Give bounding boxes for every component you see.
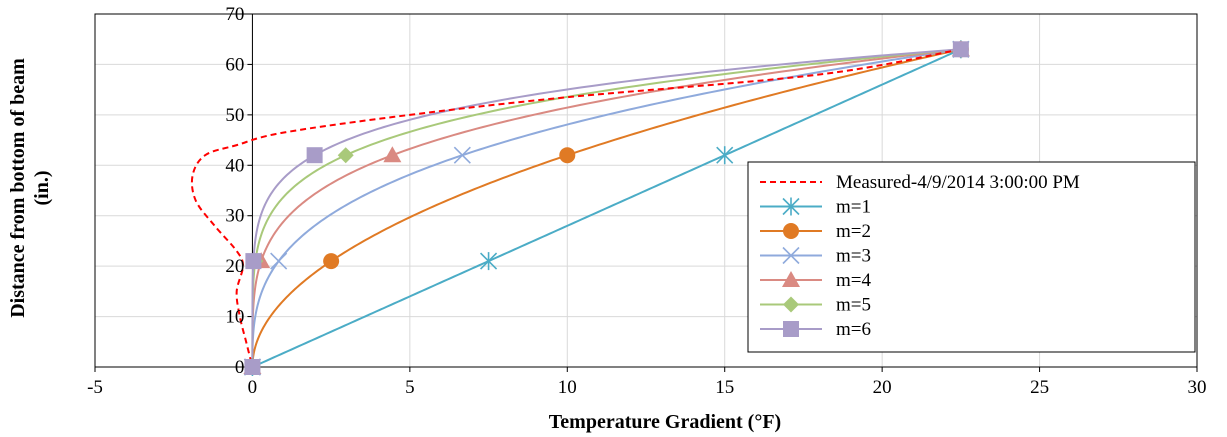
- legend-marker-m=5: [783, 296, 799, 313]
- series-line-m=2: [251, 48, 962, 368]
- data-point-m=2: [559, 147, 576, 164]
- y-axis-title-line2: (in.): [31, 171, 53, 206]
- x-tick-label: -5: [87, 377, 103, 398]
- y-tick-label: 60: [225, 54, 244, 75]
- legend-marker-m=4: [782, 271, 800, 287]
- legend-marker-m=6: [783, 321, 799, 337]
- data-point-m=6: [245, 253, 262, 270]
- y-tick-label: 50: [225, 105, 244, 126]
- y-tick-label: 0: [235, 357, 245, 378]
- legend-label-m=5: m=5: [836, 295, 871, 316]
- data-point-m=6: [952, 41, 969, 58]
- legend-label-m=4: m=4: [836, 270, 871, 291]
- data-point-m=6: [244, 359, 261, 375]
- legend-label-m=6: m=6: [836, 319, 871, 340]
- y-tick-label: 10: [225, 307, 244, 328]
- x-axis-title: Temperature Gradient (°F): [549, 411, 781, 433]
- y-tick-label: 20: [225, 256, 244, 277]
- legend-marker-m=3: [782, 246, 800, 265]
- legend-marker-m=1: [782, 197, 800, 216]
- series-layer: [190, 40, 970, 376]
- series-line-measured: [190, 48, 962, 368]
- data-point-m=1: [716, 146, 734, 165]
- legend-label-m=2: m=2: [836, 221, 871, 242]
- data-point-m=2: [323, 253, 340, 270]
- x-tick-label: 30: [1188, 377, 1207, 398]
- y-tick-label: 70: [225, 4, 244, 25]
- tick-label-layer: -5 0 5 10 15 20 25 30 0 10 20 30 40 50 60 70: [87, 4, 1206, 398]
- series-line-m=3: [251, 48, 962, 367]
- data-point-m=3: [453, 146, 471, 164]
- legend-label-measured: Measured-4/9/2014 3:00:00 PM: [836, 172, 1080, 193]
- legend-label-m=1: m=1: [836, 197, 871, 218]
- series-line-m=1: [252, 48, 962, 368]
- data-point-m=1: [480, 252, 498, 271]
- x-tick-label: 15: [715, 377, 734, 398]
- data-point-m=3: [270, 252, 288, 270]
- y-tick-label: 30: [225, 206, 244, 227]
- data-point-m=5: [337, 147, 354, 164]
- data-point-m=4: [383, 146, 402, 163]
- plot-area-border: [94, 13, 1198, 368]
- x-tick-label: 5: [405, 377, 415, 398]
- legend-label-m=3: m=3: [836, 246, 871, 267]
- x-tick-label: 0: [248, 377, 258, 398]
- y-tick-label: 40: [225, 155, 244, 176]
- series-line-m=6: [251, 48, 961, 367]
- y-axis-title-line1: Distance from bottom of beam: [7, 58, 29, 318]
- legend-marker-m=2: [783, 223, 799, 239]
- legend-box: [747, 161, 1196, 353]
- x-tick-label: 25: [1030, 377, 1049, 398]
- legend: Measured-4/9/2014 3:00:00 PM m=1 m=2 m=3 m=4…: [747, 161, 1196, 353]
- x-tick-label: 10: [558, 377, 577, 398]
- x-tick-label: 20: [873, 377, 892, 398]
- data-point-m=6: [306, 147, 323, 164]
